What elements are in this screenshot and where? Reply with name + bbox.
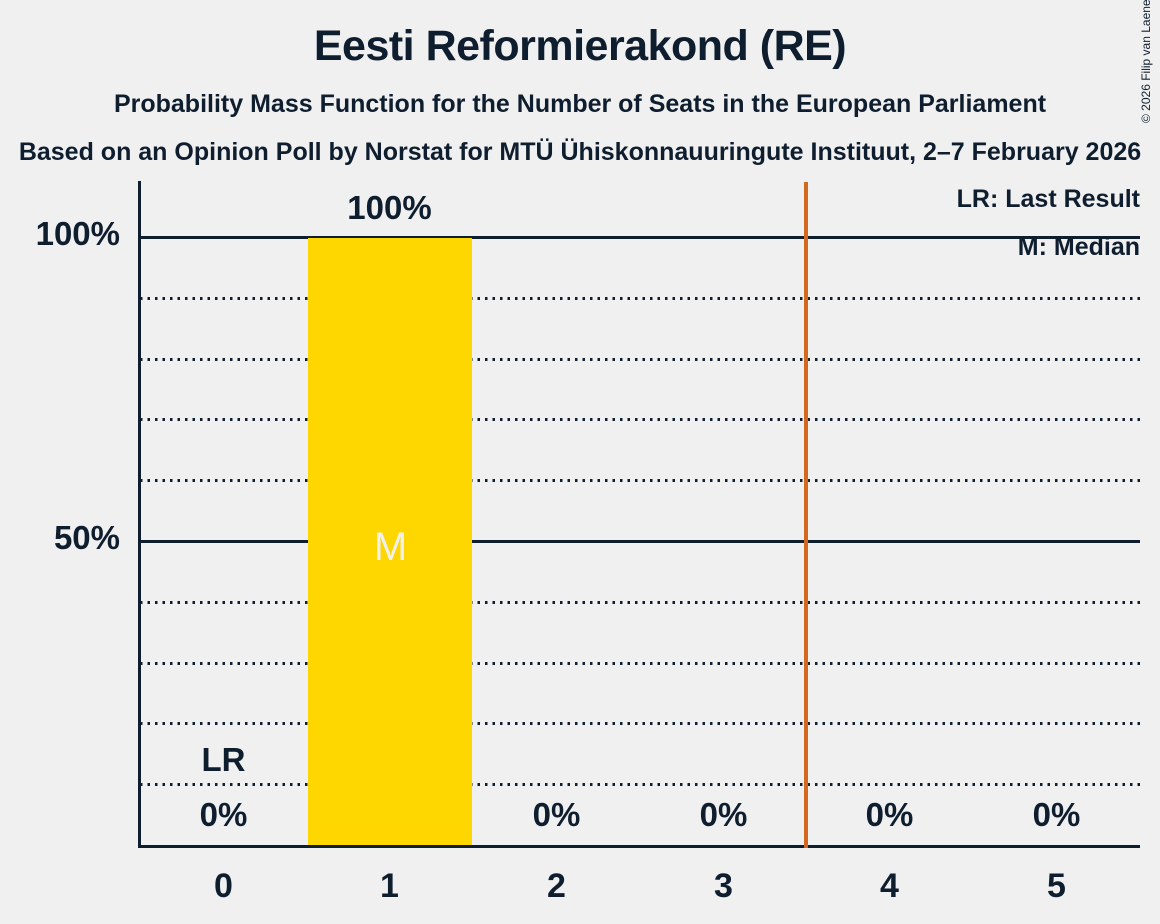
gridline-80pct <box>140 358 1140 361</box>
y-axis-line <box>138 181 141 848</box>
x-axis-line <box>138 845 1140 848</box>
gridline-20pct <box>140 722 1140 725</box>
gridline-50pct <box>140 539 1140 543</box>
gridline-30pct <box>140 662 1140 665</box>
value-label-seats-1: 100% <box>347 189 432 226</box>
gridline-60pct <box>140 479 1140 482</box>
value-label-seats-5: 0% <box>1032 796 1081 833</box>
gridline-40pct <box>140 601 1140 604</box>
chart-subtitle: Probability Mass Function for the Number… <box>113 90 1047 118</box>
legend-median: M: Median <box>1017 233 1140 261</box>
majority-threshold-line <box>804 182 808 848</box>
x-tick-4: 4 <box>880 867 899 905</box>
x-tick-3: 3 <box>714 867 733 905</box>
copyright-vertical-text: © 2026 Filip van Laenen <box>1139 0 1153 123</box>
last-result-marker: LR <box>201 741 246 778</box>
value-label-seats-4: 0% <box>865 796 914 833</box>
value-label-seats-0: 0% <box>199 796 248 833</box>
value-label-seats-3: 0% <box>699 796 748 833</box>
x-tick-5: 5 <box>1047 867 1066 905</box>
gridline-10pct <box>140 783 1140 786</box>
gridline-90pct <box>140 297 1140 300</box>
y-tick-100pct: 100% <box>35 215 120 252</box>
median-marker: M <box>373 525 408 569</box>
legend-last-result: LR: Last Result <box>956 185 1140 213</box>
y-tick-50pct: 50% <box>53 519 120 556</box>
gridline-100pct <box>140 235 1140 239</box>
poll-source-line: Based on an Opinion Poll by Norstat for … <box>18 138 1142 166</box>
chart-title: Eesti Reformierakond (RE) <box>313 22 847 70</box>
x-tick-1: 1 <box>380 867 399 905</box>
gridline-70pct <box>140 418 1140 421</box>
x-tick-2: 2 <box>547 867 566 905</box>
value-label-seats-2: 0% <box>532 796 581 833</box>
bar-seats-1 <box>308 238 472 845</box>
x-tick-0: 0 <box>214 867 233 905</box>
